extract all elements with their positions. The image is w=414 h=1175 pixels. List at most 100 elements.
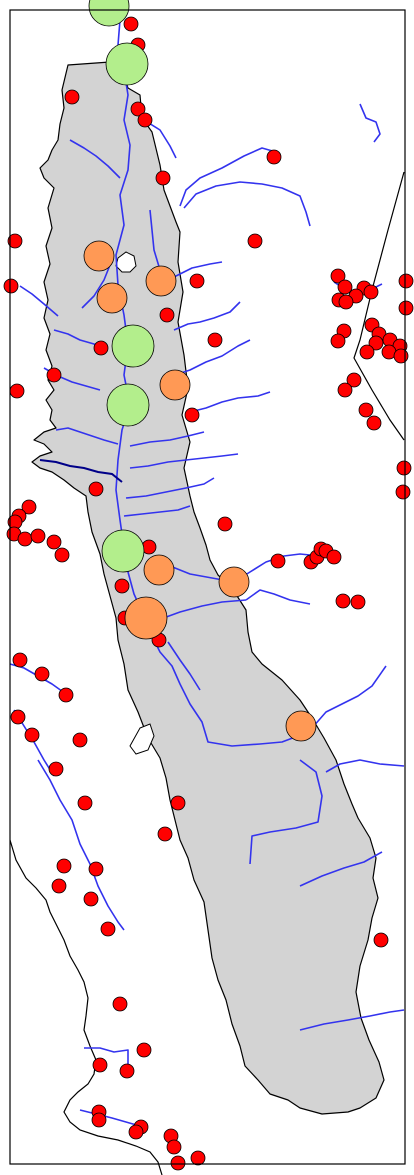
river-trib-2	[183, 181, 311, 227]
site-point[interactable]	[207, 332, 223, 348]
site-point[interactable]	[130, 101, 146, 117]
site-point[interactable]	[266, 149, 282, 165]
site-point[interactable]	[330, 333, 346, 349]
site-point[interactable]	[3, 278, 19, 294]
orange-site[interactable]	[124, 596, 168, 640]
coastline-layer	[9, 171, 405, 1175]
site-point[interactable]	[88, 861, 104, 877]
green-site[interactable]	[105, 42, 149, 86]
site-point[interactable]	[395, 484, 411, 500]
site-point[interactable]	[58, 687, 74, 703]
green-site[interactable]	[101, 529, 145, 573]
river-dark-1	[39, 459, 123, 483]
site-point[interactable]	[170, 795, 186, 811]
orange-site[interactable]	[218, 566, 250, 598]
site-point[interactable]	[335, 593, 351, 609]
site-point[interactable]	[189, 273, 205, 289]
site-point[interactable]	[7, 233, 23, 249]
site-point[interactable]	[46, 367, 62, 383]
site-point[interactable]	[100, 921, 116, 937]
site-point[interactable]	[373, 932, 389, 948]
site-point[interactable]	[48, 761, 64, 777]
site-point[interactable]	[12, 652, 28, 668]
site-point[interactable]	[137, 112, 153, 128]
site-point[interactable]	[72, 732, 88, 748]
green-site[interactable]	[111, 324, 155, 368]
site-point[interactable]	[396, 460, 412, 476]
site-point[interactable]	[359, 344, 375, 360]
river-southwest-1	[84, 1047, 129, 1068]
site-point[interactable]	[358, 402, 374, 418]
site-point[interactable]	[330, 268, 346, 284]
site-point[interactable]	[398, 300, 414, 316]
site-point[interactable]	[46, 534, 62, 550]
site-point[interactable]	[93, 340, 109, 356]
orange-site[interactable]	[145, 265, 177, 297]
site-point[interactable]	[24, 727, 40, 743]
site-point[interactable]	[338, 294, 354, 310]
orange-site[interactable]	[143, 554, 175, 586]
site-point[interactable]	[123, 16, 139, 32]
site-point[interactable]	[114, 578, 130, 594]
site-point[interactable]	[10, 709, 26, 725]
river-trib-4	[143, 119, 177, 159]
site-point[interactable]	[366, 415, 382, 431]
site-point[interactable]	[83, 891, 99, 907]
orange-points-layer	[83, 240, 317, 742]
site-point[interactable]	[393, 348, 409, 364]
site-point[interactable]	[30, 528, 46, 544]
orange-site[interactable]	[159, 369, 191, 401]
river-west-4	[55, 427, 119, 445]
site-point[interactable]	[88, 481, 104, 497]
site-point[interactable]	[337, 279, 353, 295]
site-point[interactable]	[217, 516, 233, 532]
site-point[interactable]	[9, 383, 25, 399]
site-point[interactable]	[17, 531, 33, 547]
site-point[interactable]	[136, 1042, 152, 1058]
site-point[interactable]	[337, 382, 353, 398]
site-point[interactable]	[190, 1150, 206, 1166]
river-layer	[9, 0, 405, 1127]
site-point[interactable]	[56, 858, 72, 874]
site-point[interactable]	[155, 170, 171, 186]
site-point[interactable]	[91, 1112, 107, 1128]
site-point[interactable]	[398, 273, 414, 289]
site-point[interactable]	[112, 996, 128, 1012]
site-point[interactable]	[34, 666, 50, 682]
site-point[interactable]	[326, 549, 342, 565]
site-point[interactable]	[128, 1124, 144, 1140]
site-point[interactable]	[92, 1057, 108, 1073]
border-line-east	[353, 171, 405, 441]
site-point[interactable]	[77, 795, 93, 811]
site-point[interactable]	[184, 407, 200, 423]
site-point[interactable]	[51, 878, 67, 894]
river-trib-11	[125, 477, 215, 499]
green-site[interactable]	[106, 383, 150, 427]
orange-site[interactable]	[96, 282, 128, 314]
site-point[interactable]	[270, 553, 286, 569]
river-southwest-2	[79, 1109, 141, 1127]
orange-site[interactable]	[285, 710, 317, 742]
river-dark-layer	[39, 459, 123, 483]
site-point[interactable]	[247, 233, 263, 249]
site-point[interactable]	[119, 1063, 135, 1079]
site-point[interactable]	[54, 547, 70, 563]
river-west-7	[37, 759, 125, 931]
site-point[interactable]	[170, 1155, 186, 1171]
site-point[interactable]	[166, 1139, 182, 1155]
land-layer	[31, 61, 385, 1115]
green-site[interactable]	[88, 0, 130, 27]
river-north-1	[69, 139, 121, 179]
site-point[interactable]	[346, 372, 362, 388]
site-point[interactable]	[368, 335, 384, 351]
river-south-1	[311, 665, 387, 729]
site-point[interactable]	[157, 826, 173, 842]
site-point[interactable]	[350, 594, 366, 610]
site-point[interactable]	[159, 307, 175, 323]
river-south-2	[249, 759, 323, 865]
site-point[interactable]	[21, 499, 37, 515]
orange-site[interactable]	[83, 240, 115, 272]
site-point[interactable]	[64, 89, 80, 105]
site-point[interactable]	[363, 284, 379, 300]
